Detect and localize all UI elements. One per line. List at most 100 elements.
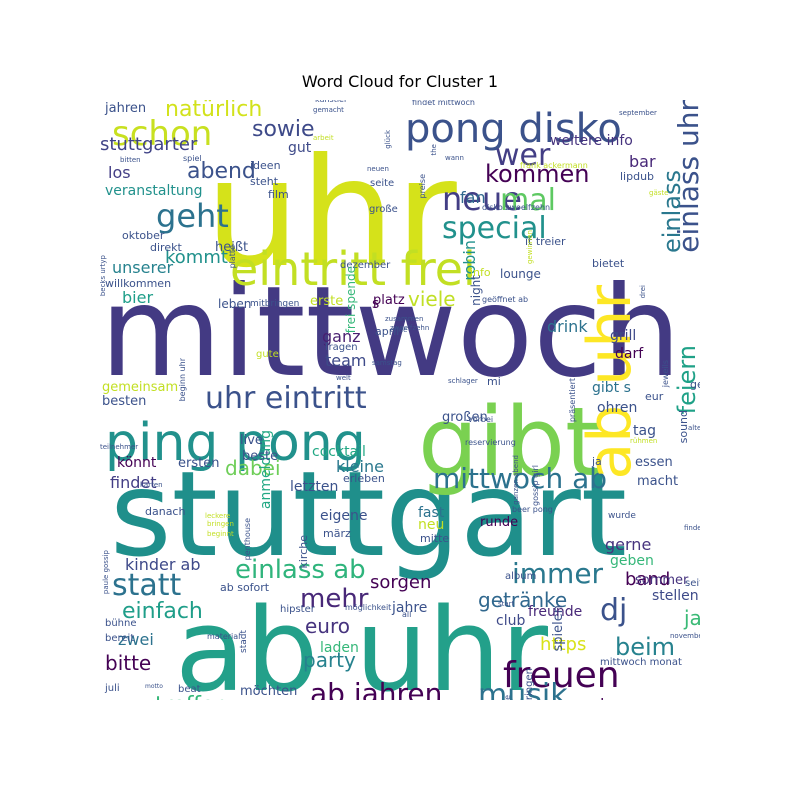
- word-ersten: ersten: [178, 456, 219, 471]
- word-große: große: [369, 204, 398, 215]
- word-mittwoch-ab: mittwoch ab: [433, 462, 607, 495]
- word-präsentiert: präsentiert: [568, 378, 577, 422]
- word-https: https: [540, 634, 586, 655]
- word-bühne: bühne: [105, 618, 137, 629]
- word-stellen: stellen: [652, 588, 699, 604]
- word-jahre: jahre: [391, 600, 427, 616]
- word-robin: robin: [460, 240, 479, 281]
- word-ohren: ohren: [597, 400, 637, 416]
- word-drei: drei: [639, 285, 647, 298]
- word-kleine: kleine: [336, 457, 384, 476]
- word-gewinnen: gewinnen: [526, 230, 534, 264]
- word-ganzen-abend: ganzen abend: [512, 455, 520, 505]
- word-anmeldung: anmeldung: [258, 430, 274, 509]
- word-weitere-info: weitere info: [550, 133, 633, 149]
- word-platz: platz: [373, 293, 405, 308]
- word-drink: drink: [547, 317, 588, 336]
- word-live: live: [240, 433, 263, 448]
- word-gibt-s: gibt s: [592, 380, 631, 396]
- word-seite: seite: [370, 178, 394, 189]
- word-eintritt-frei: eintritt frei: [230, 242, 476, 296]
- word-mittwoch: mittwoch: [100, 260, 681, 405]
- word-freunde: freunde: [528, 604, 582, 620]
- word-macht: macht: [637, 474, 678, 489]
- word-dezember: dezember: [340, 260, 391, 271]
- word-sommer: sommer: [635, 573, 689, 588]
- word-wann: wann: [445, 154, 464, 162]
- word-fast: fast: [418, 505, 445, 521]
- word-bringen: bringen: [207, 520, 234, 528]
- word-glück: glück: [384, 129, 392, 149]
- word-ab-uhr: ab uhr: [575, 285, 645, 480]
- word-möchten: möchten: [240, 684, 297, 699]
- word-geöffnet-ab: geöffnet ab: [482, 295, 528, 304]
- word-musik: musik: [478, 678, 568, 700]
- word-treffen: treffen: [155, 693, 228, 700]
- word-ab-jahren: ab jahren: [310, 677, 442, 700]
- word-urtyp-biere: urtyp biere: [503, 695, 512, 700]
- word-eur: eur: [645, 390, 664, 403]
- word-dj: dj: [600, 593, 627, 628]
- word-einlass-ab: einlass ab: [235, 555, 366, 585]
- word-finden: finden: [684, 524, 700, 532]
- word-all: all: [402, 610, 411, 619]
- word-team: team: [325, 351, 367, 370]
- word-zwei: zwei: [118, 630, 154, 649]
- word-besten: besten: [102, 394, 146, 409]
- word-geht: geht: [156, 197, 229, 235]
- word-gossip-girl: gossip girl: [531, 465, 540, 506]
- word-jahren: jahren: [104, 101, 146, 116]
- word-geben: geben: [610, 553, 654, 569]
- word-film: film: [268, 188, 289, 201]
- word-platte: platte: [228, 245, 237, 268]
- word-künstler: künstler: [315, 100, 348, 104]
- word-immer: immer: [512, 557, 604, 590]
- word-wurde: wurde: [608, 511, 636, 521]
- word-wer: wer: [495, 138, 551, 173]
- word-neu: neu: [418, 517, 444, 533]
- word-gute: gute: [256, 349, 279, 360]
- word-material: material: [207, 632, 240, 641]
- word-eigene: eigene: [320, 508, 368, 524]
- word-kirche: kirche: [297, 535, 310, 569]
- word-stuttgart: stuttgart: [110, 445, 627, 583]
- word-beat: beat: [178, 684, 201, 695]
- word-sound: sound: [677, 410, 690, 443]
- word-gäste: gäste: [649, 189, 668, 197]
- word-kommt: kommt: [165, 247, 228, 268]
- word-band: band: [625, 569, 670, 590]
- word-uhr-eintritt: uhr eintritt: [205, 381, 367, 416]
- word-erleben: erleben: [343, 472, 385, 485]
- word-start: start: [498, 600, 515, 608]
- word-mal: mal: [500, 183, 556, 218]
- word-seit: seit: [685, 578, 700, 589]
- word-paule-gossip: paule gossip: [102, 549, 110, 594]
- word-hipster: hipster: [280, 604, 316, 615]
- word-schon: schon: [112, 114, 212, 154]
- word-alten: alten: [688, 424, 700, 432]
- word-stadt: stadt: [239, 630, 249, 653]
- word-bitte: bitte: [105, 651, 151, 675]
- word-ganz: ganz: [322, 327, 361, 346]
- word-party: party: [303, 648, 356, 672]
- word-it-treier: it treier: [525, 235, 566, 248]
- word-ab-sofort: ab sofort: [220, 581, 270, 594]
- word-karten: karten: [140, 481, 163, 489]
- word-unserer: unserer: [112, 258, 174, 277]
- word-bietet: bietet: [592, 257, 625, 270]
- word-runde: runde: [480, 515, 518, 530]
- word-steht: steht: [250, 175, 279, 188]
- word-sowie: sowie: [252, 117, 315, 142]
- word-ja: ja: [591, 455, 602, 468]
- word-statt: statt: [112, 568, 182, 603]
- word-bitten: bitten: [120, 156, 141, 164]
- word-letzten: letzten: [290, 479, 338, 495]
- chart-title: Word Cloud for Cluster 1: [301, 72, 499, 91]
- word-pong-disko: pong disko: [405, 106, 622, 152]
- word-juli: juli: [104, 683, 120, 694]
- word-findet: findet: [110, 473, 157, 492]
- word-arbeit: arbeit: [313, 134, 334, 142]
- word-ende: ende: [390, 326, 408, 334]
- word-fragen: fragen: [325, 342, 358, 353]
- word-los: los: [108, 163, 131, 182]
